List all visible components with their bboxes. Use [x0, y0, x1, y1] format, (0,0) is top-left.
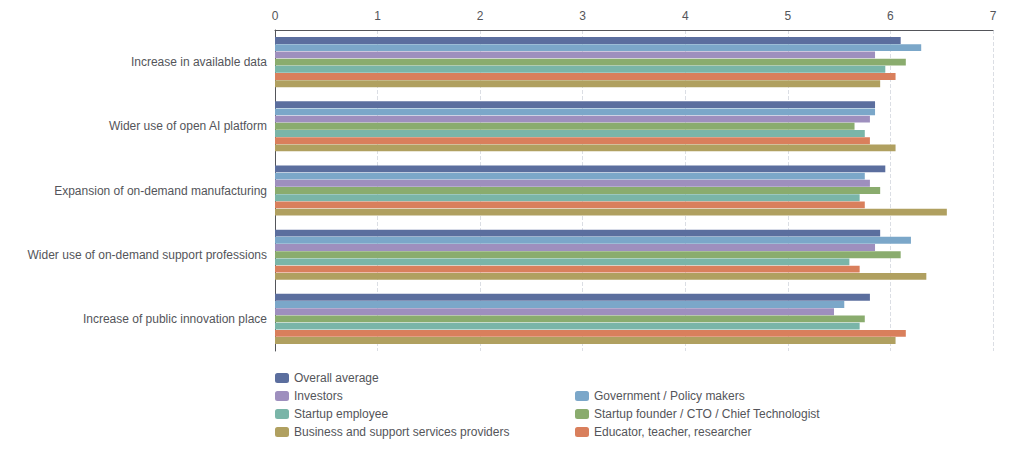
svg-text:4: 4	[682, 9, 689, 23]
svg-text:1: 1	[374, 9, 381, 23]
svg-text:5: 5	[785, 9, 792, 23]
svg-text:2: 2	[477, 9, 484, 23]
svg-text:Wider use of on-demand support: Wider use of on-demand support professio…	[28, 248, 267, 262]
svg-text:3: 3	[579, 9, 586, 23]
svg-text:Educator, teacher, researcher: Educator, teacher, researcher	[594, 425, 751, 439]
svg-text:Startup employee: Startup employee	[294, 407, 388, 421]
svg-text:Increase in available data: Increase in available data	[131, 55, 267, 69]
svg-text:Wider use of open AI platform: Wider use of open AI platform	[109, 119, 267, 133]
svg-text:Increase of public innovation: Increase of public innovation place	[83, 312, 267, 326]
svg-text:Expansion of on-demand manufac: Expansion of on-demand manufacturing	[54, 184, 267, 198]
svg-text:6: 6	[887, 9, 894, 23]
svg-text:Government / Policy makers: Government / Policy makers	[594, 389, 745, 403]
svg-text:0: 0	[272, 9, 279, 23]
svg-text:Business and support services: Business and support services providers	[294, 425, 509, 439]
svg-text:Overall average: Overall average	[294, 371, 379, 385]
svg-text:Startup founder / CTO / Chief: Startup founder / CTO / Chief Technologi…	[594, 407, 820, 421]
svg-text:7: 7	[990, 9, 997, 23]
svg-text:Investors: Investors	[294, 389, 343, 403]
